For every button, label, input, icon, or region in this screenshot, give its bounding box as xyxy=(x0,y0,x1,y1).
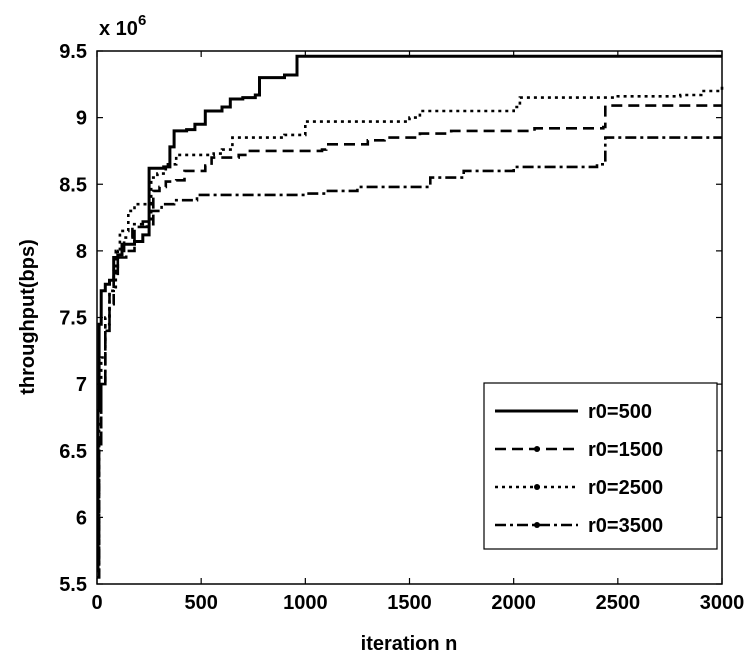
series-layer xyxy=(96,54,724,579)
y-tick-label: 8 xyxy=(76,241,87,263)
x-tick-label: 1000 xyxy=(283,592,328,614)
series-line-r0-3500 xyxy=(97,136,722,579)
y-tick-label: 5.5 xyxy=(59,574,87,596)
x-tick-label: 3000 xyxy=(700,592,745,614)
x-tick-label: 1500 xyxy=(387,592,432,614)
y-tick-label: 8.5 xyxy=(59,174,87,196)
x-tick-label: 0 xyxy=(91,592,102,614)
y-axis-label: throughput(bps) xyxy=(17,239,39,395)
x-tick-label: 2500 xyxy=(596,592,641,614)
legend-label: r0=3500 xyxy=(588,515,663,537)
x-axis-label: iteration n xyxy=(361,633,458,655)
y-multiplier-exponent: 6 xyxy=(138,12,146,29)
series-line-r0-500 xyxy=(96,54,722,573)
x-tick-label: 2000 xyxy=(491,592,536,614)
legend: r0=500 r0=1500 r0=2500 r0=3500 xyxy=(483,382,718,550)
tick-layer: 0 500 1000 1500 2000 2500 3000 5.5 6 6.5 7 7.5 8 8.5 9… xyxy=(59,41,744,614)
y-tick-label: 9 xyxy=(76,108,87,130)
legend-marker xyxy=(534,522,540,528)
y-tick-label: 7 xyxy=(76,374,87,396)
legend-label: r0=500 xyxy=(588,401,652,423)
series-line-r0-1500 xyxy=(97,104,722,579)
y-tick-label: 6 xyxy=(76,507,87,529)
y-multiplier-label: x 106 xyxy=(99,12,146,40)
legend-marker xyxy=(534,446,540,452)
y-tick-label: 6.5 xyxy=(59,441,87,463)
x-tick-label: 500 xyxy=(184,592,217,614)
legend-label: r0=2500 xyxy=(588,477,663,499)
legend-label: r0=1500 xyxy=(588,439,663,461)
y-tick-label: 7.5 xyxy=(59,308,87,330)
y-tick-label: 9.5 xyxy=(59,41,87,63)
legend-marker xyxy=(534,484,540,490)
